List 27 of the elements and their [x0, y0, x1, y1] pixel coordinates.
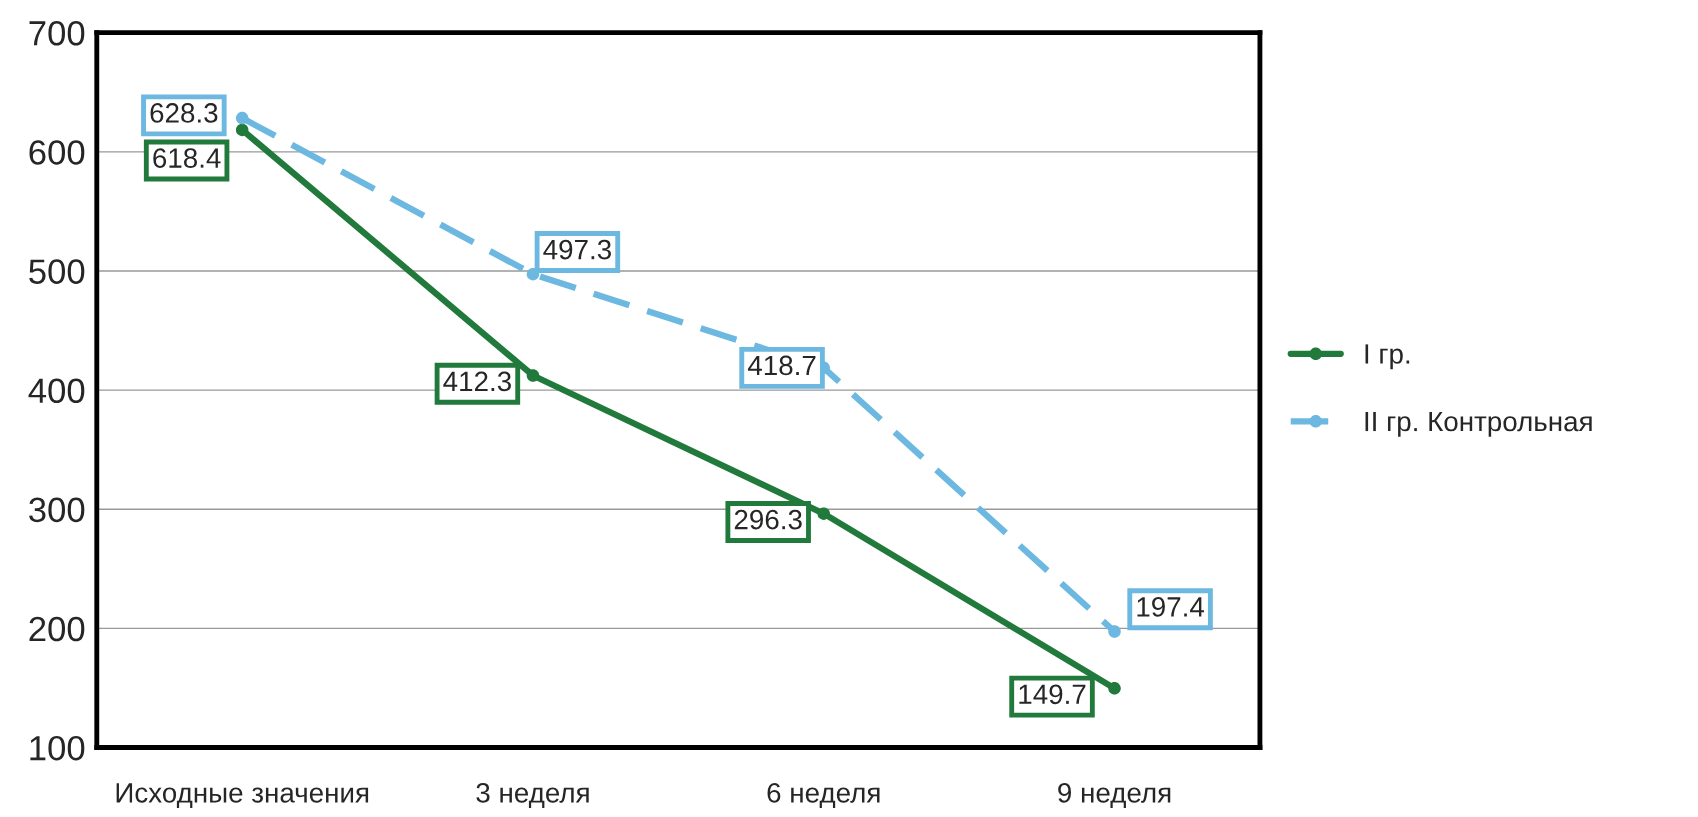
y-tick-label: 600 — [29, 140, 85, 165]
data-label: 197.4 — [1137, 597, 1205, 617]
data-label: 149.7 — [1019, 684, 1086, 705]
data-label: 497.3 — [543, 239, 611, 260]
x-tick-label: 3 неделя — [476, 783, 589, 808]
point — [235, 111, 249, 125]
y-tick-label: 100 — [30, 735, 85, 761]
y-tick-label: 200 — [29, 616, 85, 642]
x-tick-label: Исходные значения — [116, 783, 369, 808]
point — [526, 369, 540, 382]
data-label: 412.3 — [443, 371, 511, 392]
y-tick-label: 400 — [28, 378, 85, 404]
legend-label: I гр. — [1365, 344, 1410, 370]
legend-label: II гр. Контрольная — [1365, 411, 1592, 437]
point — [235, 123, 249, 137]
data-label: 628.3 — [150, 103, 218, 123]
point — [817, 507, 830, 520]
y-tick-label: 700 — [29, 21, 85, 46]
data-label: 296.3 — [734, 509, 802, 530]
y-tick-label: 500 — [29, 259, 85, 284]
point — [1108, 625, 1121, 638]
data-label: 418.7 — [747, 355, 816, 376]
data-label: 618.4 — [153, 148, 221, 168]
point — [1108, 682, 1121, 695]
y-tick-label: 300 — [29, 497, 85, 523]
x-tick-label: 6 неделя — [767, 783, 880, 808]
x-tick-label: 9 неделя — [1058, 783, 1171, 808]
